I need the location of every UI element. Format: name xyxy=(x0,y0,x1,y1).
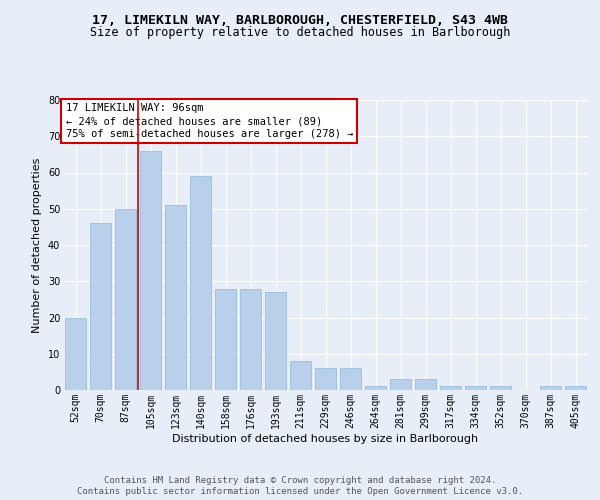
Bar xyxy=(565,386,586,390)
Bar xyxy=(265,292,286,390)
X-axis label: Distribution of detached houses by size in Barlborough: Distribution of detached houses by size … xyxy=(172,434,479,444)
Bar xyxy=(390,379,411,390)
Bar xyxy=(115,209,136,390)
Bar xyxy=(315,368,336,390)
Bar xyxy=(340,368,361,390)
Bar xyxy=(490,386,511,390)
Bar xyxy=(415,379,436,390)
Bar xyxy=(465,386,486,390)
Bar xyxy=(540,386,561,390)
Bar xyxy=(215,288,236,390)
Y-axis label: Number of detached properties: Number of detached properties xyxy=(32,158,42,332)
Bar xyxy=(440,386,461,390)
Text: 17 LIMEKILN WAY: 96sqm
← 24% of detached houses are smaller (89)
75% of semi-det: 17 LIMEKILN WAY: 96sqm ← 24% of detached… xyxy=(65,103,353,140)
Bar xyxy=(65,318,86,390)
Text: 17, LIMEKILN WAY, BARLBOROUGH, CHESTERFIELD, S43 4WB: 17, LIMEKILN WAY, BARLBOROUGH, CHESTERFI… xyxy=(92,14,508,27)
Bar xyxy=(165,205,186,390)
Bar xyxy=(240,288,261,390)
Text: Contains public sector information licensed under the Open Government Licence v3: Contains public sector information licen… xyxy=(77,488,523,496)
Bar xyxy=(365,386,386,390)
Bar xyxy=(140,151,161,390)
Bar xyxy=(90,223,111,390)
Bar xyxy=(290,361,311,390)
Text: Contains HM Land Registry data © Crown copyright and database right 2024.: Contains HM Land Registry data © Crown c… xyxy=(104,476,496,485)
Text: Size of property relative to detached houses in Barlborough: Size of property relative to detached ho… xyxy=(90,26,510,39)
Bar xyxy=(190,176,211,390)
